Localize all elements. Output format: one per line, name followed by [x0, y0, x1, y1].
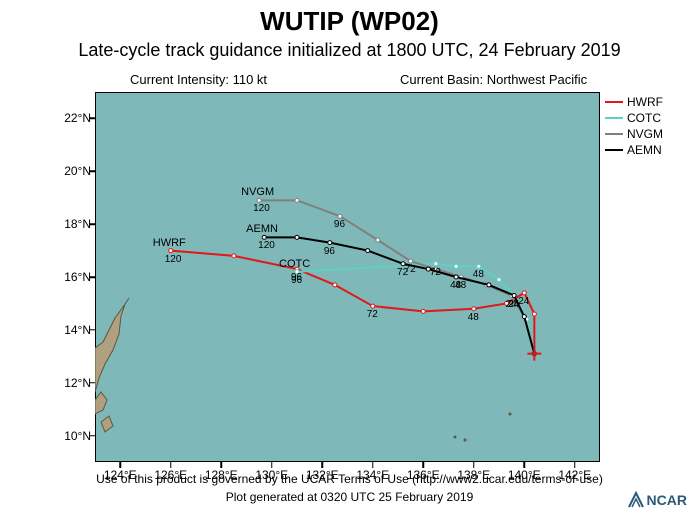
legend-swatch	[605, 149, 623, 151]
legend: HWRF COTC NVGM AEMN	[605, 94, 663, 158]
legend-label: AEMN	[627, 143, 662, 157]
tau-label: 24	[518, 296, 529, 307]
legend-swatch	[605, 117, 623, 119]
tau-label: 72	[367, 309, 378, 320]
tau-label: 96	[324, 246, 335, 257]
model-label: HWRF	[153, 237, 186, 249]
tau-label: 96	[291, 275, 302, 286]
legend-item: AEMN	[605, 142, 663, 158]
legend-label: HWRF	[627, 95, 663, 109]
model-label: COTC	[279, 258, 310, 270]
model-label: AEMN	[246, 223, 278, 235]
subtitle: Late-cycle track guidance initialized at…	[0, 40, 699, 61]
tau-label: 72	[430, 267, 441, 278]
figure: WUTIP (WP02) Late-cycle track guidance i…	[0, 0, 699, 527]
intensity-label: Current Intensity: 110 kt	[130, 72, 267, 87]
tau-label: 72	[397, 267, 408, 278]
ncar-logo: NCAR	[627, 491, 687, 509]
y-tick-label: 14°N	[53, 323, 91, 337]
tau-label: 48	[450, 280, 461, 291]
legend-item: NVGM	[605, 126, 663, 142]
y-tick-label: 18°N	[53, 217, 91, 231]
basin-label: Current Basin: Northwest Pacific	[400, 72, 587, 87]
terms-text: Use of this product is governed by the U…	[0, 472, 699, 486]
y-tick-label: 10°N	[53, 429, 91, 443]
legend-swatch	[605, 133, 623, 135]
y-tick-label: 12°N	[53, 376, 91, 390]
model-label: NVGM	[241, 186, 274, 198]
tau-label: 120	[258, 240, 275, 251]
y-tick-label: 20°N	[53, 164, 91, 178]
legend-label: NVGM	[627, 127, 663, 141]
y-tick-label: 16°N	[53, 270, 91, 284]
y-tick-label: 22°N	[53, 111, 91, 125]
ncar-text: NCAR	[647, 492, 687, 508]
plotgen-text: Plot generated at 0320 UTC 25 February 2…	[0, 490, 699, 504]
legend-item: HWRF	[605, 94, 663, 110]
tau-label: 120	[253, 203, 270, 214]
tau-label: 48	[473, 269, 484, 280]
legend-item: COTC	[605, 110, 663, 126]
tau-label: 96	[334, 219, 345, 230]
ncar-icon	[627, 491, 645, 509]
plot-wrapper: 10°N12°N14°N16°N18°N20°N22°N124°E126°E12…	[95, 92, 600, 462]
tau-label: 24	[508, 299, 519, 310]
title: WUTIP (WP02)	[0, 6, 699, 37]
plot-area	[95, 92, 600, 462]
legend-swatch	[605, 101, 623, 103]
tau-label: 120	[165, 254, 182, 265]
tau-label: 48	[468, 312, 479, 323]
legend-label: COTC	[627, 111, 661, 125]
